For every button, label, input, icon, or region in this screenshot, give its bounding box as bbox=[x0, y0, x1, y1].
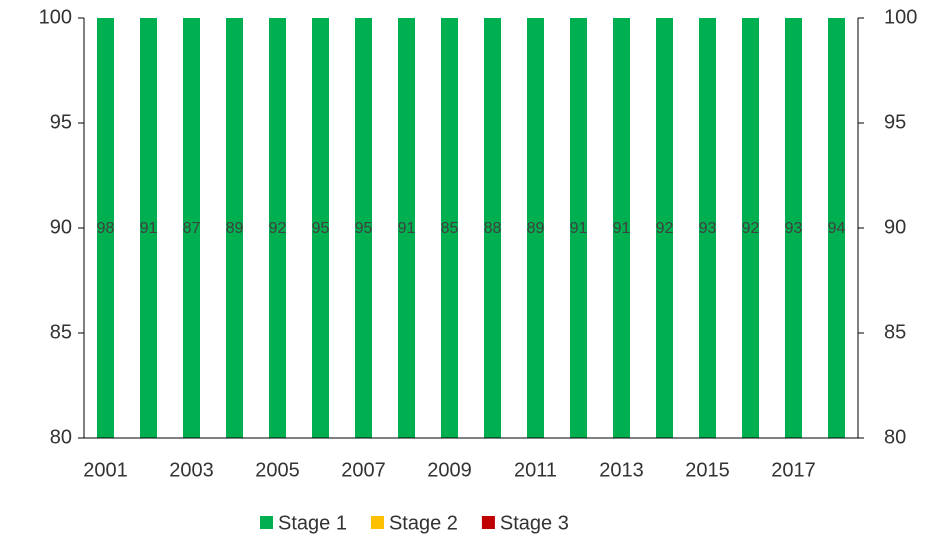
data-label: 92 bbox=[656, 220, 674, 237]
bar-segment bbox=[699, 18, 716, 438]
x-tick-label: 2011 bbox=[514, 459, 557, 481]
legend-label: Stage 3 bbox=[500, 512, 569, 534]
bar-segment bbox=[97, 18, 114, 438]
bar-segment bbox=[312, 18, 329, 438]
data-label: 91 bbox=[570, 220, 588, 237]
x-tick-label: 2015 bbox=[685, 459, 730, 481]
legend-label: Stage 1 bbox=[278, 512, 347, 534]
x-tick-label: 2009 bbox=[427, 459, 472, 481]
y2-tick-label: 90 bbox=[884, 216, 906, 238]
bar-segment bbox=[140, 18, 157, 438]
legend-swatch bbox=[260, 516, 273, 529]
x-tick-label: 2013 bbox=[599, 459, 644, 481]
data-label: 95 bbox=[312, 220, 330, 237]
bar-segment bbox=[527, 18, 544, 438]
x-tick-label: 2001 bbox=[83, 459, 128, 481]
data-label: 93 bbox=[785, 220, 803, 237]
y2-tick-label: 85 bbox=[884, 321, 906, 343]
legend-label: Stage 2 bbox=[389, 512, 458, 534]
bar-segment bbox=[656, 18, 673, 438]
y-tick-label: 85 bbox=[50, 321, 72, 343]
x-tick-label: 2005 bbox=[255, 459, 300, 481]
legend-swatch bbox=[370, 516, 384, 529]
data-label: 89 bbox=[226, 220, 244, 237]
x-tick-label: 2017 bbox=[771, 459, 816, 481]
y-tick-label: 80 bbox=[50, 426, 72, 448]
bar-segment bbox=[742, 18, 759, 438]
bar-segment bbox=[828, 18, 845, 438]
data-label: 89 bbox=[527, 220, 545, 237]
y-tick-label: 90 bbox=[50, 216, 72, 238]
data-label: 91 bbox=[613, 220, 631, 237]
data-label: 87 bbox=[183, 220, 201, 237]
data-label: 93 bbox=[699, 220, 717, 237]
y2-tick-label: 80 bbox=[884, 426, 906, 448]
data-label: 91 bbox=[140, 220, 158, 237]
data-label: 88 bbox=[484, 220, 502, 237]
x-tick-label: 2003 bbox=[169, 459, 214, 481]
data-label: 94 bbox=[828, 220, 846, 237]
bar-segment bbox=[226, 18, 243, 438]
data-label: 85 bbox=[441, 220, 459, 237]
legend-swatch bbox=[481, 516, 495, 529]
bar-segment bbox=[183, 18, 200, 438]
data-label: 95 bbox=[355, 220, 373, 237]
bar-segment bbox=[613, 18, 630, 438]
bar-segment bbox=[484, 18, 501, 438]
data-label: 92 bbox=[269, 220, 287, 237]
y2-tick-label: 100 bbox=[884, 6, 917, 28]
x-tick-label: 2007 bbox=[341, 459, 386, 481]
bar-segment bbox=[398, 18, 415, 438]
bar-segment bbox=[785, 18, 802, 438]
y-tick-label: 100 bbox=[39, 6, 72, 28]
bar-segment bbox=[355, 18, 372, 438]
data-label: 91 bbox=[398, 220, 416, 237]
bar-segment bbox=[441, 18, 458, 438]
y2-tick-label: 95 bbox=[884, 111, 906, 133]
y-tick-label: 95 bbox=[50, 111, 72, 133]
bar-segment bbox=[570, 18, 587, 438]
bar-segment bbox=[269, 18, 286, 438]
data-label: 92 bbox=[742, 220, 760, 237]
data-label: 98 bbox=[97, 220, 115, 237]
